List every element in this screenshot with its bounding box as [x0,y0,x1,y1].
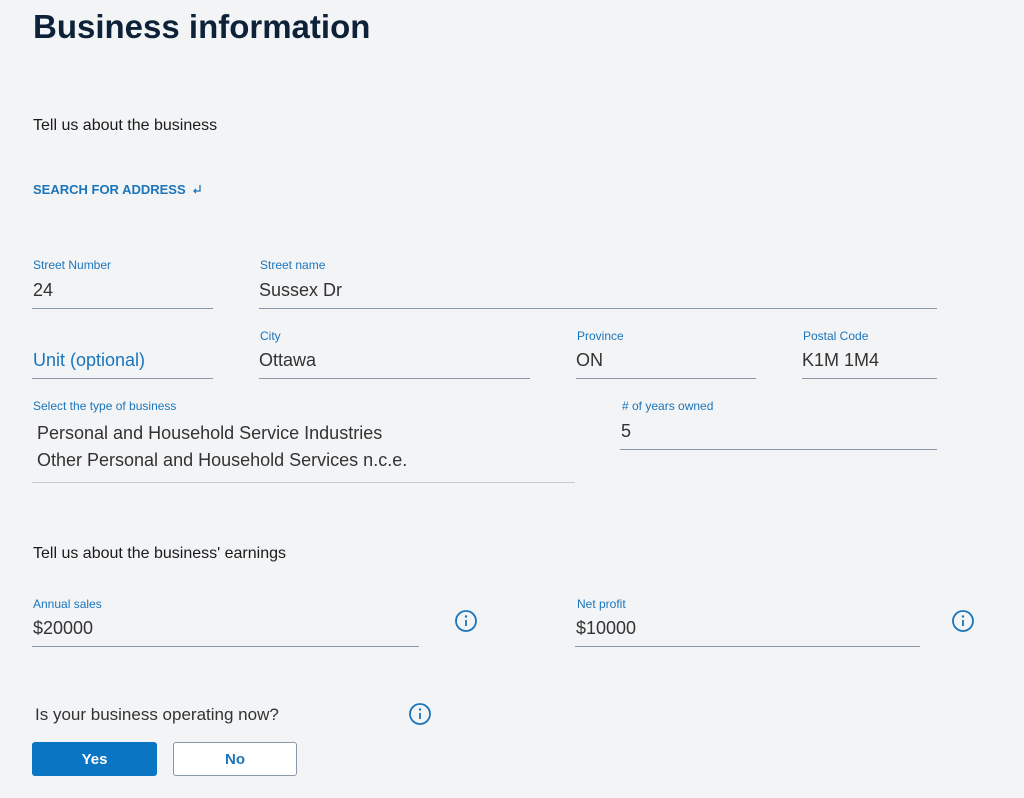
field-label: Net profit [577,597,626,611]
search-address-link[interactable]: SEARCH FOR ADDRESS [33,182,202,197]
field-label: Postal Code [803,329,869,343]
field-value[interactable]: $10000 [576,618,637,638]
button-label: Yes [81,750,108,768]
question-text: Is your business operating now? [35,705,279,724]
field-underline [32,646,419,647]
info-icon[interactable] [454,609,478,633]
field-value[interactable]: 5 [621,421,632,441]
field-value[interactable]: $20000 [33,618,94,638]
field-underline [32,378,213,379]
field-label: Street Number [33,258,112,272]
link-text: SEARCH FOR ADDRESS [33,182,186,197]
field-value[interactable]: ON [576,350,603,370]
field-underline [259,308,937,309]
field-underline [32,482,575,483]
field-label: City [260,329,281,343]
field-value[interactable]: 24 [33,280,54,300]
field-underline [576,378,756,379]
field-value[interactable]: Ottawa [259,350,317,370]
field-value-line[interactable]: Personal and Household Service Industrie… [37,423,383,443]
field-underline [620,449,937,450]
field-label: # of years owned [622,399,714,413]
page-title: Business information [33,8,371,45]
field-label: Select the type of business [33,399,177,413]
section-heading: Tell us about the business' earnings [33,545,286,562]
field-value[interactable]: K1M 1M4 [802,350,880,370]
field-value-line[interactable]: Other Personal and Household Services n.… [37,450,408,470]
field-label: Province [577,329,624,343]
button-label: No [225,750,245,768]
field-label: Annual sales [33,597,102,611]
field-underline [575,646,920,647]
field-underline [802,378,937,379]
field-label: Street name [260,258,326,272]
field-underline [32,308,213,309]
no-button[interactable]: No [173,742,297,776]
field-value[interactable]: Sussex Dr [259,280,343,300]
link-icon [193,185,201,194]
field-placeholder[interactable]: Unit (optional) [33,350,146,370]
yes-button[interactable]: Yes [32,742,157,776]
field-underline [259,378,530,379]
info-icon[interactable] [408,702,432,726]
section-heading: Tell us about the business [33,117,218,134]
info-icon[interactable] [951,609,975,633]
